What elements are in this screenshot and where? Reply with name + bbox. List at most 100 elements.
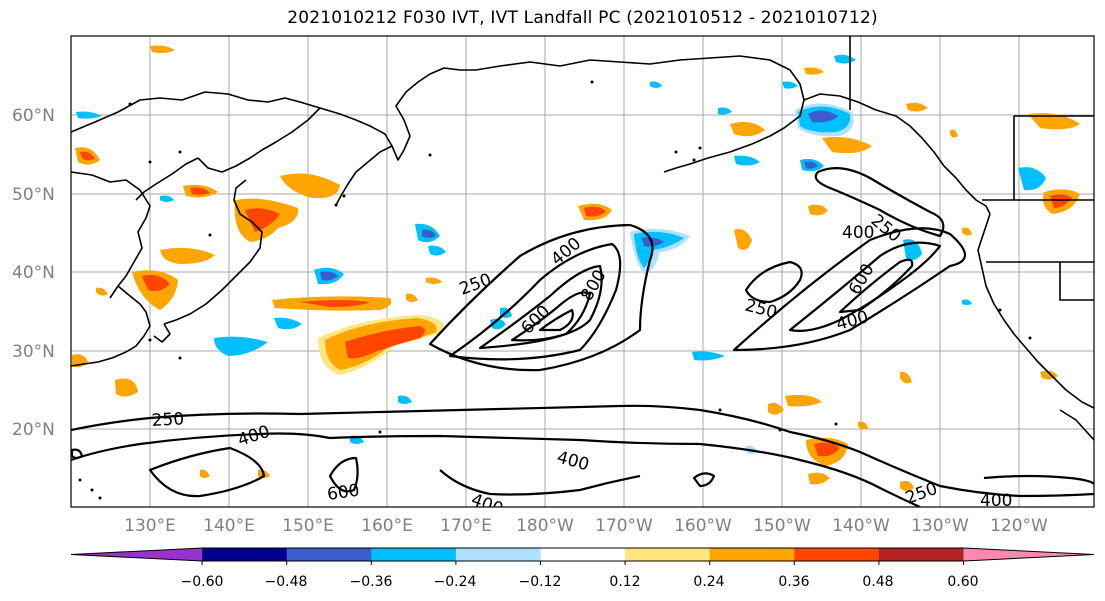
colorbar-tick-label: 0.12: [609, 574, 640, 590]
longitude-labels: 130°E 140°E 150°E 160°E 170°E 180°W 170°…: [124, 516, 1048, 536]
contour-250: [983, 474, 1094, 485]
colorbar-tick-label: −0.24: [434, 574, 477, 590]
colorbar-segment: [202, 548, 288, 561]
map-border: [70, 35, 1095, 508]
positive-anomaly-patch: [234, 198, 299, 242]
negative-anomaly-patch: [795, 103, 854, 137]
colorbar-segment: [625, 548, 711, 561]
negative-anomaly-patch: [734, 155, 760, 166]
lat-label: 20°N: [12, 420, 55, 440]
positive-anomaly-patch: [150, 45, 175, 54]
contour-250: [732, 227, 967, 352]
colorbar-tick-label: −0.36: [350, 574, 393, 590]
positive-anomaly-patch: [734, 229, 752, 250]
contour-label: 250: [151, 409, 184, 431]
lon-label: 150°W: [753, 516, 811, 536]
contour-label: 600: [326, 481, 361, 505]
contour-400: [788, 241, 942, 332]
colorbar-ticks: [201, 561, 964, 565]
positive-anomaly-patch: [280, 173, 340, 199]
contour-small: [692, 472, 716, 488]
colorbar-tick-label: 0.24: [693, 574, 724, 590]
positive-anomaly-patch: [96, 67, 1058, 491]
colorbar-tick-label: −0.48: [265, 574, 308, 590]
positive-anomaly-patch: [1043, 189, 1080, 214]
colorbar-tick-label: −0.60: [181, 574, 224, 590]
positive-anomaly-patch: [75, 147, 100, 165]
positive-anomaly-patch: [318, 315, 445, 375]
colorbar-segment: [371, 548, 457, 561]
lon-label: 140°E: [203, 516, 255, 536]
colorbar-tick-label: 0.60: [947, 574, 978, 590]
colorbar-segment: [540, 548, 626, 561]
negative-anomaly-patch: [800, 158, 824, 172]
contour-600: [148, 446, 266, 498]
negative-anomaly-patch: [428, 245, 446, 256]
contour-small: [71, 448, 84, 460]
colorbar-segment: [794, 548, 880, 561]
lon-label: 170°E: [440, 516, 492, 536]
positive-anomaly-patch: [730, 122, 765, 137]
lat-label: 30°N: [12, 342, 55, 362]
contour-500s: [744, 260, 803, 304]
colorbar-segments: [71, 548, 1094, 561]
contour-label: 400: [980, 491, 1012, 511]
lat-label: 50°N: [12, 185, 55, 205]
colorbar-segment: [963, 548, 1094, 561]
colorbar-segment: [878, 548, 964, 561]
positive-anomaly-patch: [785, 394, 822, 407]
lon-label: 130°E: [124, 516, 176, 536]
positive-anomaly-patch: [822, 137, 872, 154]
negative-anomaly-patch: [630, 228, 690, 275]
contour-400: [439, 469, 641, 496]
contour-label: 400: [842, 223, 874, 243]
negative-anomaly-patch: [274, 317, 302, 330]
positive-anomaly-patch: [808, 204, 828, 216]
positive-anomaly-patch: [906, 102, 928, 112]
positive-anomaly-patch: [272, 296, 392, 311]
ivt-contours: [71, 167, 1094, 507]
colorbar-tick-label: 0.48: [862, 574, 893, 590]
lon-label: 180°W: [516, 516, 574, 536]
lon-label: 130°W: [911, 516, 969, 536]
colorbar-outline: [70, 547, 1095, 562]
map-title: 2021010212 F030 IVT, IVT Landfall PC (20…: [287, 8, 878, 28]
positive-anomaly-patch: [1028, 113, 1080, 130]
lon-label: 150°E: [282, 516, 334, 536]
negative-anomaly-patch: [314, 267, 344, 285]
colorbar-tick-label: −0.12: [519, 574, 562, 590]
colorbar-segment: [455, 548, 541, 561]
contour-400: [448, 242, 622, 361]
contour-600: [838, 258, 914, 314]
positive-anomaly-patch: [160, 247, 215, 264]
colorbar: −0.60 −0.48 −0.36 −0.24 −0.12 0.12 0.24 …: [70, 547, 1095, 590]
negative-anomaly-patch: [1018, 167, 1046, 191]
lat-label: 40°N: [12, 263, 55, 283]
negative-anomaly-patch: [415, 223, 440, 243]
negative-anomaly-patch: [214, 336, 268, 356]
contour-800: [510, 291, 592, 342]
contour-250: [814, 167, 945, 238]
contour-250: [428, 223, 654, 372]
positive-anomaly-patch: [578, 203, 612, 221]
positive-anomaly-patch: [132, 270, 178, 310]
negative-anomaly-patch: [692, 351, 725, 361]
lon-label: 160°E: [361, 516, 413, 536]
latitude-labels: 60°N 50°N 40°N 30°N 20°N: [12, 106, 55, 440]
colorbar-segment: [709, 548, 795, 561]
lat-label: 60°N: [12, 106, 55, 126]
colorbar-tick-label: 0.36: [778, 574, 809, 590]
lon-label: 120°W: [990, 516, 1048, 536]
lon-label: 160°W: [674, 516, 732, 536]
lon-label: 170°W: [595, 516, 653, 536]
colorbar-segment: [286, 548, 372, 561]
contour-inner: [538, 308, 574, 332]
contour-400: [71, 432, 921, 507]
contour-250: [71, 404, 1094, 498]
contour-600: [328, 456, 359, 493]
colorbar-segment: [71, 548, 203, 561]
positive-anomaly-patch: [183, 184, 218, 198]
positive-anomaly-patch: [115, 378, 138, 397]
colorbar-tick-labels: −0.60 −0.48 −0.36 −0.24 −0.12 0.12 0.24 …: [181, 574, 979, 590]
